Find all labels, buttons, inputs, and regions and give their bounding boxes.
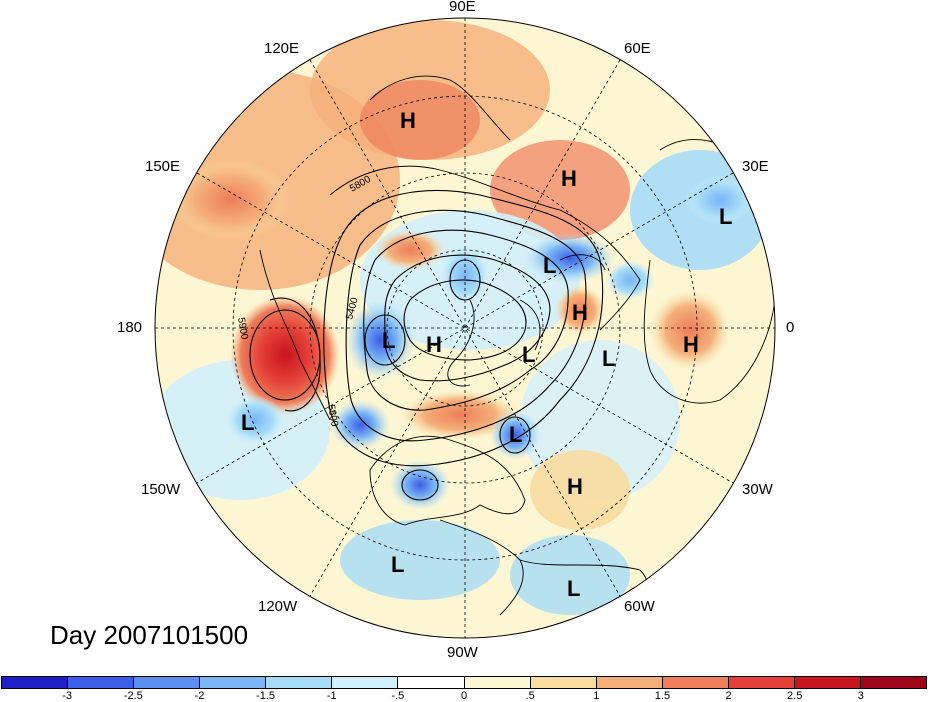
- longitude-label-30w: 30W: [742, 481, 773, 498]
- colorbar-swatch: [794, 677, 862, 688]
- colorbar-swatch: [200, 677, 267, 688]
- colorbar-swatch: [2, 677, 69, 688]
- colorbar-swatch: [68, 677, 135, 688]
- longitude-label-0: 0: [786, 319, 795, 336]
- pressure-center-low: L: [391, 552, 404, 577]
- colorbar-tick-label: 1.5: [654, 690, 671, 702]
- colorbar-tick-label: -1: [326, 690, 337, 702]
- colorbar-tick-label: -3: [62, 690, 73, 702]
- longitude-label-90e: 90E: [449, 0, 476, 15]
- colorbar-swatch: [134, 677, 201, 688]
- colorbar-swatch: [728, 677, 795, 688]
- longitude-label-120w: 120W: [258, 598, 298, 615]
- colorbar-tick-label: 2.5: [787, 690, 803, 702]
- longitude-label-180: 180: [117, 319, 143, 336]
- colorbar-swatch: [662, 677, 729, 688]
- pressure-center-low: L: [522, 342, 535, 367]
- longitude-label-90w: 90W: [447, 644, 478, 661]
- longitude-label-60w: 60W: [624, 598, 655, 615]
- longitude-label-30e: 30E: [742, 158, 769, 175]
- pressure-center-high: H: [561, 166, 577, 191]
- colorbar-swatch: [861, 677, 927, 688]
- colorbar-swatch: [398, 677, 465, 688]
- colorbar-swatch: [530, 677, 597, 688]
- contour-label: 5800: [325, 404, 340, 428]
- height-contours: [249, 190, 604, 501]
- day-label: Day 2007101500: [50, 620, 249, 650]
- polar-map: 5800 5400 5900 5800 H H L L H L H L L H …: [154, 17, 776, 639]
- pressure-center-low: L: [382, 328, 395, 353]
- pressure-center-high: H: [426, 332, 442, 357]
- colorbar-swatch: [464, 677, 531, 688]
- colorbar-tick-label: -.5: [391, 690, 405, 702]
- pressure-center-high: H: [400, 108, 416, 133]
- longitude-label-150w: 150W: [141, 481, 181, 498]
- colorbar-swatch: [332, 677, 399, 688]
- contour-labels: 5800 5400 5900 5800: [235, 174, 373, 428]
- pressure-center-high: H: [567, 474, 583, 499]
- colorbar-swatch: [266, 677, 333, 688]
- colorbar-tick-label: -1.5: [256, 690, 276, 702]
- longitude-label-120e: 120E: [264, 40, 300, 57]
- colorbar-tick-label: 2: [725, 690, 732, 702]
- pressure-center-low: L: [602, 346, 615, 371]
- colorbar-tick-label: 1: [593, 690, 600, 702]
- colorbar-tick-label: -2: [194, 690, 205, 702]
- pressure-center-low: L: [509, 422, 522, 447]
- pressure-center-low: L: [567, 576, 580, 601]
- colorbar-tick-label: .5: [525, 690, 535, 702]
- colorbar-tick-label: 3: [857, 690, 864, 702]
- colorbar: [1, 676, 927, 689]
- longitude-label-60e: 60E: [624, 40, 651, 57]
- map-boundary: [154, 17, 776, 639]
- pressure-center-high: H: [572, 300, 588, 325]
- colorbar-tick-label: -2.5: [123, 690, 143, 702]
- colorbar-tick-label: 0: [460, 690, 468, 702]
- contour-label: 5900: [235, 317, 250, 341]
- longitude-label-150e: 150E: [145, 158, 181, 175]
- graticule: [155, 18, 775, 638]
- colorbar-swatch: [596, 677, 663, 688]
- pressure-center-high: H: [683, 332, 699, 357]
- coastlines: [259, 75, 775, 626]
- anomaly-field: [155, 18, 775, 638]
- pressure-center-low: L: [241, 410, 254, 435]
- pressure-centers: H H L L H L H L L H L L H L L: [241, 108, 732, 601]
- pressure-center-low: L: [719, 204, 732, 229]
- pressure-center-low: L: [543, 253, 556, 278]
